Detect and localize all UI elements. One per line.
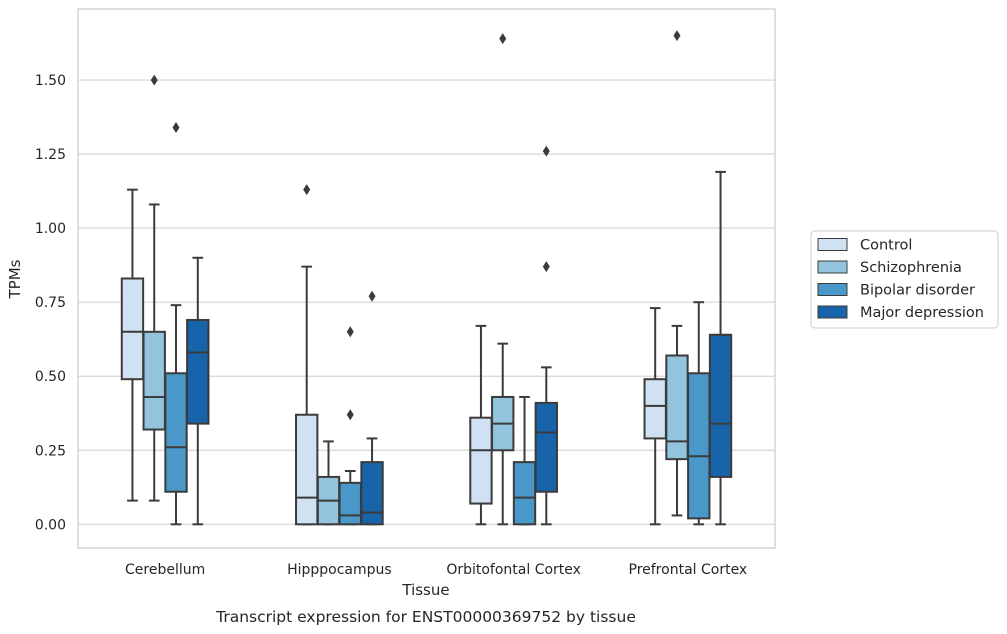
box-major-depression (360, 290, 384, 526)
box-iqr (708, 333, 733, 478)
box-major-depression (534, 145, 558, 526)
x-axis-label: Tissue (401, 581, 449, 599)
box-bipolar-disorder (338, 326, 362, 526)
box-iqr (186, 318, 210, 425)
y-tick-label: 0.50 (35, 369, 66, 385)
box-control (643, 307, 667, 526)
y-tick-label: 0.75 (35, 295, 66, 311)
box-iqr (512, 461, 537, 526)
y-tick-label: 0.25 (35, 443, 66, 459)
outlier-point (368, 290, 376, 302)
box-bipolar-disorder (164, 121, 188, 526)
legend-swatch (817, 238, 848, 251)
legend: Control Schizophrenia Bipolar disorder Majo… (810, 230, 999, 329)
outlier-point (172, 121, 180, 133)
x-tick-label: Cerebellum (125, 562, 205, 578)
x-tick-label: Prefrontal Cortex (629, 562, 748, 578)
legend-frame (810, 230, 999, 329)
box-iqr (164, 372, 188, 493)
y-axis-label: TPMs (6, 259, 24, 299)
chart-caption: Transcript expression for ENST0000036975… (215, 608, 636, 626)
box-control (120, 188, 145, 502)
box-iqr (665, 354, 689, 461)
box-iqr (120, 277, 145, 381)
box-major-depression (186, 256, 210, 526)
y-tick-labels: 0.00 0.25 0.50 0.75 1.00 1.25 1.50 (35, 73, 66, 533)
outlier-point (542, 261, 550, 273)
box-control (469, 324, 493, 526)
outlier-point (499, 33, 507, 45)
boxes (120, 30, 733, 526)
outlier-point (150, 74, 158, 86)
outlier-point (346, 409, 354, 421)
legend-label: Major depression (860, 305, 984, 321)
box-control (295, 184, 319, 526)
outlier-point (673, 30, 681, 42)
legend-swatch (817, 260, 848, 274)
box-iqr (360, 461, 384, 526)
box-schizophrenia (316, 440, 341, 526)
y-tick-label: 1.25 (35, 147, 66, 163)
plot-frame (77, 8, 776, 549)
box-iqr (295, 413, 319, 526)
box-iqr (338, 481, 362, 526)
legend-label: Control (860, 238, 912, 254)
box-iqr (534, 401, 558, 493)
y-tick-label: 1.50 (35, 73, 66, 89)
y-tick-label: 1.00 (35, 221, 66, 237)
legend-swatch (817, 305, 848, 319)
box-iqr (142, 330, 166, 431)
box-iqr (687, 372, 711, 520)
box-iqr (643, 378, 667, 440)
outlier-point (542, 145, 550, 157)
box-schizophrenia (491, 33, 515, 526)
outlier-point (346, 326, 354, 338)
y-tick-label: 0.00 (35, 517, 66, 533)
box-major-depression (708, 170, 733, 526)
box-bipolar-disorder (687, 301, 711, 526)
x-tick-label: Hipppocampus (287, 562, 392, 578)
outlier-point (303, 184, 311, 196)
box-iqr (469, 416, 493, 505)
box-schizophrenia (665, 30, 689, 517)
legend-swatch (817, 283, 848, 296)
box-schizophrenia (142, 74, 166, 502)
legend-label: Bipolar disorder (860, 283, 975, 299)
box-bipolar-disorder (512, 395, 537, 526)
x-tick-label: Orbitofontal Cortex (446, 562, 581, 578)
legend-label: Schizophrenia (860, 260, 962, 276)
x-tick-labels: Cerebellum Hipppocampus Orbitofontal Corte… (125, 562, 747, 578)
